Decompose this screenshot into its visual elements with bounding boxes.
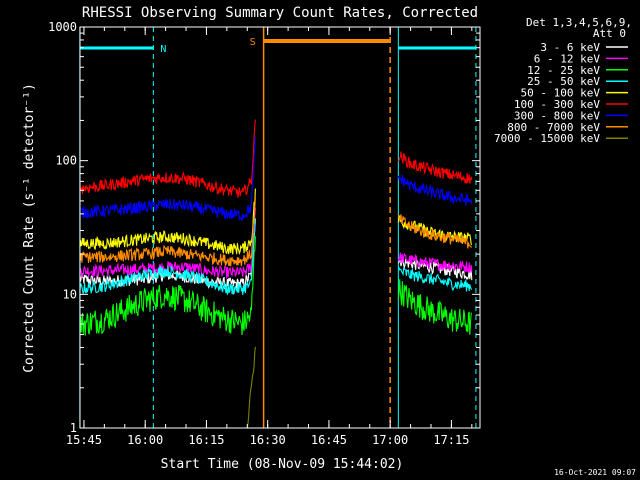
y-tick-label: 1 — [70, 421, 77, 435]
legend-entry-label: 800 - 7000 keV — [507, 121, 600, 134]
night-label: N — [160, 44, 166, 55]
legend-entry-label: 7000 - 15000 keV — [494, 132, 600, 145]
legend-entry-label: 3 - 6 keV — [540, 41, 600, 54]
y-axis-label: Corrected Count Rate (s⁻¹ detector⁻¹) — [22, 83, 37, 373]
timestamp: 16-Oct-2021 09:07 — [554, 468, 636, 477]
x-tick-label: 16:00 — [127, 433, 163, 447]
series-line — [79, 207, 256, 279]
y-tick-label: 1000 — [48, 20, 77, 34]
series-line — [397, 267, 473, 292]
legend-header-line-1: Det 1,3,4,5,6,9, — [526, 16, 632, 29]
series-line — [79, 236, 256, 336]
legend-entry-label: 6 - 12 keV — [534, 52, 601, 65]
plot-frame — [79, 26, 481, 429]
series-line — [79, 218, 256, 296]
x-tick-label: 16:30 — [250, 433, 286, 447]
series-line — [246, 346, 256, 429]
y-tick-label: 100 — [55, 154, 77, 168]
saa-label: S — [250, 37, 256, 48]
series-line — [398, 151, 473, 184]
legend-header-line-2: Att 0 — [593, 27, 626, 40]
series-line — [397, 213, 473, 249]
x-axis: 15:45 16:00 16:15 16:30 16:45 17:00 17:15 — [66, 27, 473, 447]
series-line — [397, 279, 473, 335]
y-tick-label: 10 — [63, 287, 77, 301]
series-line — [79, 119, 256, 198]
legend-entry-label: 50 - 100 keV — [521, 87, 601, 100]
x-tick-label: 16:15 — [188, 433, 224, 447]
legend-entry-label: 25 - 50 keV — [527, 75, 600, 88]
series-line — [79, 197, 256, 267]
legend-entry-label: 300 - 800 keV — [514, 109, 600, 122]
chart-title: RHESSI Observing Summary Count Rates, Co… — [82, 5, 478, 21]
x-tick-label: 15:45 — [66, 433, 102, 447]
series-line — [79, 188, 256, 255]
series-line — [397, 252, 473, 273]
y-axis: 1 10 100 1000 — [48, 20, 480, 435]
x-tick-label: 17:15 — [433, 433, 469, 447]
legend-entry-label: 12 - 25 keV — [527, 64, 600, 77]
x-tick-label: 16:45 — [311, 433, 347, 447]
legend-entry-label: 100 - 300 keV — [514, 98, 600, 111]
series-line — [397, 174, 473, 206]
plot-area: NS — [79, 27, 477, 429]
series-line — [79, 136, 256, 222]
x-axis-label: Start Time (08-Nov-09 15:44:02) — [161, 457, 404, 472]
x-tick-label: 17:00 — [372, 433, 408, 447]
